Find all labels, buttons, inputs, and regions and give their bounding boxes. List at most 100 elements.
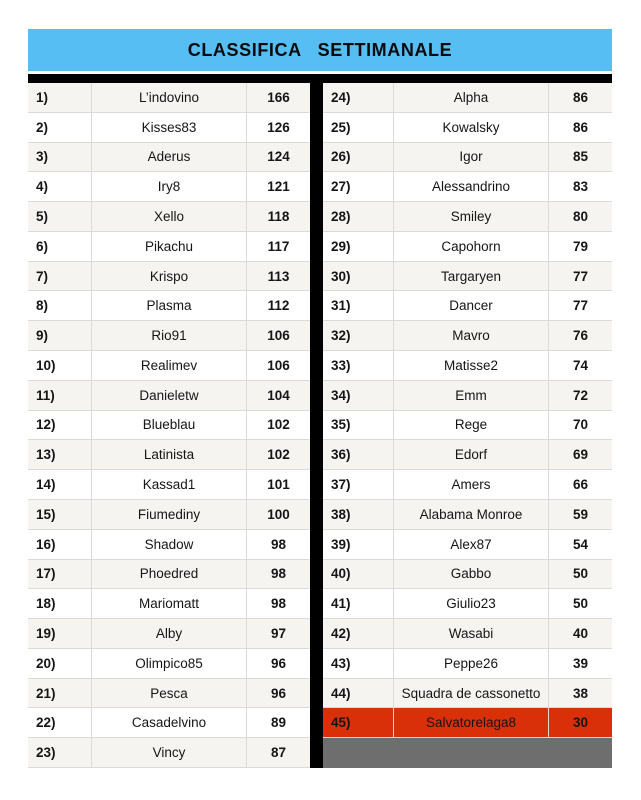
- table-row-rank-5: 5) Xello 118: [28, 202, 310, 232]
- rank-cell: 43): [323, 648, 394, 679]
- rank-cell: 41): [323, 589, 394, 620]
- rank-cell: 18): [28, 589, 92, 620]
- points-cell: 96: [247, 649, 310, 679]
- player-name-cell: Realimev: [92, 351, 247, 381]
- rank-cell: 12): [28, 410, 92, 441]
- rank-cell: 15): [28, 499, 92, 530]
- player-name-cell: Amers: [394, 470, 549, 500]
- player-name-cell: Alex87: [394, 529, 549, 560]
- rank-cell: 1): [28, 83, 92, 113]
- table-row-rank-11: 11) Danieletw 104: [28, 380, 310, 411]
- rank-cell: 42): [323, 619, 394, 649]
- table-row-rank-45: 45) Salvatorelaga8 30: [323, 708, 612, 739]
- table-row-rank-44: 44) Squadra de cassonetto 38: [323, 678, 612, 709]
- ranking-rows-left: 1) L’indovino 166 2) Kisses83 126 3) Aderus 124 4…: [28, 83, 310, 768]
- player-name-cell: Kowalsky: [394, 112, 549, 143]
- points-cell: 104: [247, 381, 310, 411]
- weekly-ranking: CLASSIFICA SETTIMANALE 1) L’indovino 166 2)…: [28, 29, 612, 768]
- points-cell: 102: [247, 411, 310, 441]
- points-cell: 79: [549, 232, 612, 262]
- player-name-cell: Gabbo: [394, 559, 549, 590]
- table-row-rank-1: 1) L’indovino 166: [28, 83, 310, 113]
- points-cell: 117: [247, 232, 310, 262]
- table-row-rank-33: 33) Matisse2 74: [323, 351, 612, 381]
- points-cell: 97: [247, 619, 310, 649]
- points-cell: 72: [549, 381, 612, 411]
- rank-cell: 38): [323, 499, 394, 530]
- table-row-rank-10: 10) Realimev 106: [28, 351, 310, 381]
- player-name-cell: Alby: [92, 619, 247, 649]
- table-row-rank-23: 23) Vincy 87: [28, 738, 310, 768]
- page-title-banner: CLASSIFICA SETTIMANALE: [28, 29, 612, 71]
- table-row-rank-29: 29) Capohorn 79: [323, 231, 612, 262]
- table-row-rank-35: 35) Rege 70: [323, 410, 612, 441]
- player-name-cell: Plasma: [92, 291, 247, 322]
- table-row-rank-4: 4) Iry8 121: [28, 172, 310, 203]
- points-cell: 86: [549, 113, 612, 143]
- table-row-rank-34: 34) Emm 72: [323, 380, 612, 411]
- points-cell: 70: [549, 411, 612, 441]
- table-row-rank-37: 37) Amers 66: [323, 470, 612, 500]
- points-cell: 76: [549, 321, 612, 352]
- points-cell: 113: [247, 262, 310, 292]
- rank-cell: 8): [28, 291, 92, 322]
- player-name-cell: Dancer: [394, 291, 549, 322]
- player-name-cell: Kisses83: [92, 112, 247, 143]
- player-name-cell: Olimpico85: [92, 648, 247, 679]
- rank-cell: 10): [28, 351, 92, 381]
- table-row-rank-7: 7) Krispo 113: [28, 261, 310, 292]
- rank-cell: 39): [323, 529, 394, 560]
- rank-cell: 32): [323, 321, 394, 352]
- player-name-cell: Alpha: [394, 83, 549, 113]
- points-cell: 86: [549, 83, 612, 113]
- rank-cell: 22): [28, 708, 92, 739]
- rank-cell: 26): [323, 142, 394, 173]
- table-row-rank-2: 2) Kisses83 126: [28, 112, 310, 143]
- player-name-cell: Danieletw: [92, 380, 247, 411]
- player-name-cell: Smiley: [394, 202, 549, 232]
- table-row-rank-15: 15) Fiumediny 100: [28, 499, 310, 530]
- rank-cell: 3): [28, 142, 92, 173]
- ranking-rows-right: 24) Alpha 86 25) Kowalsky 86 26) Igor 85 27) Aless…: [323, 83, 612, 739]
- player-name-cell: Latinista: [92, 440, 247, 471]
- player-name-cell: Matisse2: [394, 351, 549, 381]
- rank-cell: 35): [323, 410, 394, 441]
- page-title: CLASSIFICA SETTIMANALE: [187, 39, 453, 60]
- player-name-cell: Giulio23: [394, 589, 549, 620]
- table-row-rank-41: 41) Giulio23 50: [323, 589, 612, 620]
- table-row-rank-32: 32) Mavro 76: [323, 321, 612, 352]
- player-name-cell: Rege: [394, 410, 549, 441]
- points-cell: 59: [549, 500, 612, 530]
- player-name-cell: Shadow: [92, 529, 247, 560]
- points-cell: 124: [247, 143, 310, 173]
- ranking-table-right: 24) Alpha 86 25) Kowalsky 86 26) Igor 85 27) Aless…: [323, 83, 612, 768]
- table-row-rank-12: 12) Blueblau 102: [28, 410, 310, 441]
- player-name-cell: Wasabi: [394, 619, 549, 649]
- table-row-rank-8: 8) Plasma 112: [28, 291, 310, 322]
- rank-cell: 9): [28, 321, 92, 352]
- points-cell: 89: [247, 708, 310, 739]
- player-name-cell: Krispo: [92, 261, 247, 292]
- points-cell: 101: [247, 470, 310, 500]
- table-row-rank-13: 13) Latinista 102: [28, 440, 310, 471]
- points-cell: 50: [549, 560, 612, 590]
- rank-cell: 6): [28, 231, 92, 262]
- rank-cell: 21): [28, 678, 92, 709]
- table-row-rank-28: 28) Smiley 80: [323, 202, 612, 232]
- player-name-cell: Blueblau: [92, 410, 247, 441]
- table-row-rank-17: 17) Phoedred 98: [28, 559, 310, 590]
- points-cell: 40: [549, 619, 612, 649]
- rank-cell: 20): [28, 648, 92, 679]
- ranking-tables: 1) L’indovino 166 2) Kisses83 126 3) Aderus 124 4…: [28, 83, 612, 768]
- rank-cell: 36): [323, 440, 394, 471]
- points-cell: 98: [247, 530, 310, 560]
- points-cell: 77: [549, 291, 612, 322]
- rank-cell: 11): [28, 380, 92, 411]
- player-name-cell: Phoedred: [92, 559, 247, 590]
- rank-cell: 30): [323, 261, 394, 292]
- table-row-rank-6: 6) Pikachu 117: [28, 231, 310, 262]
- player-name-cell: Alabama Monroe: [394, 499, 549, 530]
- player-name-cell: Aderus: [92, 142, 247, 173]
- points-cell: 85: [549, 143, 612, 173]
